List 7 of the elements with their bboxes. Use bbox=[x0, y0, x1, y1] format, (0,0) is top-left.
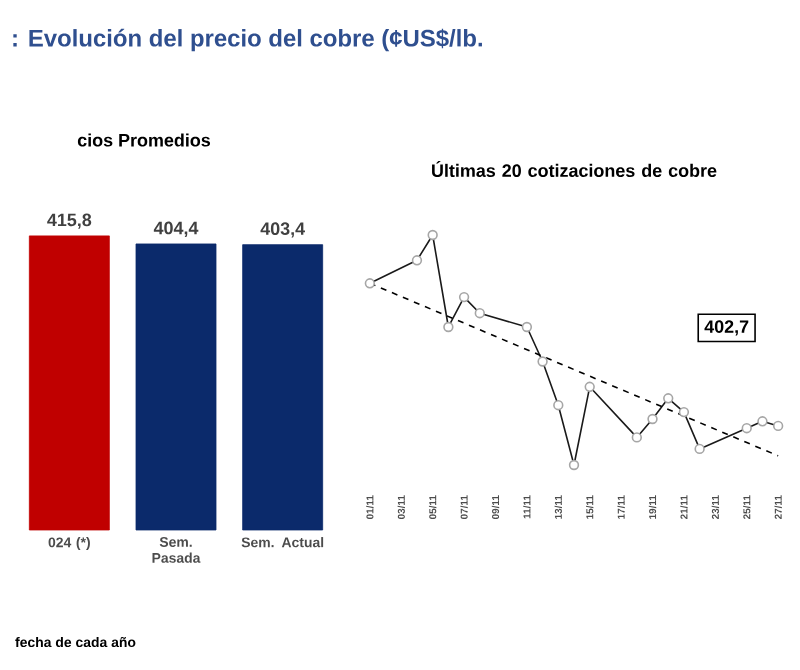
annotation: 402,7 bbox=[704, 320, 749, 336]
chart-title: : Evolución del precio del cobre (¢US$/lb. bbox=[13, 28, 482, 52]
data-label: 404,4 bbox=[153, 221, 199, 237]
chart-subtitle: cios Promedios bbox=[77, 133, 211, 147]
data-label: 415,8 bbox=[47, 213, 92, 229]
chart-title: Últimas 20 cotizaciones de cobre bbox=[432, 160, 717, 178]
data-label: 403,4 bbox=[260, 222, 305, 238]
